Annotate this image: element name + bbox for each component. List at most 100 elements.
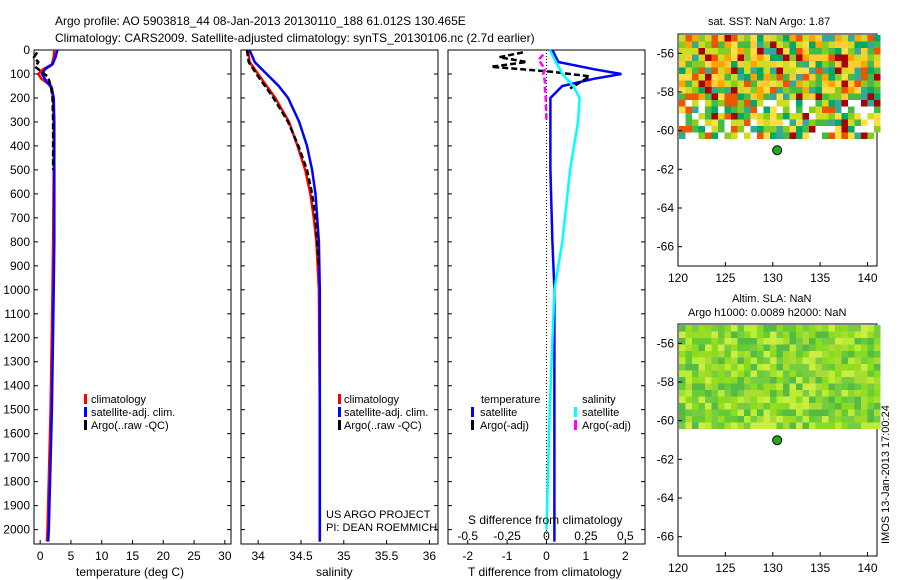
map-cell	[770, 54, 777, 61]
map-cell	[737, 87, 744, 94]
map-cell	[770, 383, 777, 390]
credit-project: US ARGO PROJECT	[326, 509, 431, 521]
map-cell	[685, 364, 692, 371]
map-cell	[854, 338, 861, 345]
map-cell	[776, 41, 783, 48]
map-cell	[679, 364, 686, 371]
map-cell	[841, 351, 848, 358]
map-cell	[692, 422, 699, 429]
map-cell	[867, 383, 874, 390]
map-cell	[815, 61, 822, 68]
map-cell	[744, 351, 751, 358]
map-cell	[809, 416, 816, 423]
map-y-tick-label: -56	[657, 46, 675, 60]
map-cell	[796, 422, 803, 429]
map-cell	[783, 100, 790, 107]
x-tick-label: 5	[68, 549, 75, 563]
map-cell	[679, 106, 686, 113]
map-cell	[828, 338, 835, 345]
map-cell	[763, 344, 770, 351]
map-cell	[763, 403, 770, 410]
map-cell	[835, 35, 842, 42]
map-cell	[698, 74, 705, 81]
map-cell	[841, 416, 848, 423]
map-cell	[705, 396, 712, 403]
map-cell	[828, 48, 835, 55]
map-cell	[789, 35, 796, 42]
map-cell	[731, 106, 738, 113]
map-cell	[744, 74, 751, 81]
difference-x2label: S difference from climatology	[468, 513, 623, 527]
map-cell	[783, 351, 790, 358]
series-s-satellite	[545, 49, 581, 530]
map-cell	[789, 390, 796, 397]
map-cell	[698, 35, 705, 42]
map-cell	[718, 74, 725, 81]
map-cell	[744, 48, 751, 55]
map-cell	[750, 106, 757, 113]
map-cell	[867, 396, 874, 403]
map-cell	[874, 416, 881, 423]
map-cell	[874, 403, 881, 410]
map-cell	[783, 338, 790, 345]
map-cell	[874, 331, 881, 338]
map-x-tick-label: 125	[715, 271, 735, 285]
legend-satellite: satellite-adj. clim.	[344, 407, 428, 419]
map-cell	[776, 113, 783, 120]
map-cell	[841, 54, 848, 61]
map-cell	[763, 74, 770, 81]
map-cell	[861, 61, 868, 68]
map-cell	[685, 383, 692, 390]
sst-map-cells	[679, 35, 881, 156]
map-cell	[867, 370, 874, 377]
map-cell	[841, 422, 848, 429]
map-cell	[822, 390, 829, 397]
map-x-tick-label: 130	[763, 271, 783, 285]
map-cell	[698, 351, 705, 358]
map-cell	[679, 93, 686, 100]
series-t-satellite	[549, 49, 622, 542]
map-cell	[770, 74, 777, 81]
map-cell	[835, 80, 842, 87]
map-cell	[718, 390, 725, 397]
map-cell	[835, 74, 842, 81]
map-cell	[802, 338, 809, 345]
map-cell	[815, 409, 822, 416]
map-cell	[757, 416, 764, 423]
map-cell	[874, 48, 881, 55]
map-cell	[874, 422, 881, 429]
map-cell	[828, 74, 835, 81]
map-cell	[796, 344, 803, 351]
map-cell	[848, 54, 855, 61]
credit-pi: PI: DEAN ROEMMICH	[326, 522, 437, 534]
sla-map-subtitle: Argo h1000: 0.0089 h2000: NaN	[688, 307, 846, 319]
map-cell	[711, 54, 718, 61]
map-cell	[698, 93, 705, 100]
map-cell	[861, 422, 868, 429]
map-cell	[841, 331, 848, 338]
map-cell	[835, 351, 842, 358]
map-cell	[841, 370, 848, 377]
map-cell	[718, 54, 725, 61]
map-cell	[763, 370, 770, 377]
map-cell	[757, 113, 764, 120]
map-cell	[698, 409, 705, 416]
map-cell	[841, 364, 848, 371]
map-cell	[692, 41, 699, 48]
map-cell	[861, 325, 868, 332]
map-cell	[841, 35, 848, 42]
map-cell	[815, 106, 822, 113]
map-cell	[744, 364, 751, 371]
map-cell	[822, 325, 829, 332]
map-cell	[783, 93, 790, 100]
map-cell	[757, 403, 764, 410]
map-cell	[711, 119, 718, 126]
map-cell	[718, 416, 725, 423]
map-cell	[835, 87, 842, 94]
map-cell	[848, 338, 855, 345]
map-cell	[705, 119, 712, 126]
map-cell	[822, 41, 829, 48]
map-cell	[776, 351, 783, 358]
map-cell	[809, 61, 816, 68]
map-cell	[848, 396, 855, 403]
